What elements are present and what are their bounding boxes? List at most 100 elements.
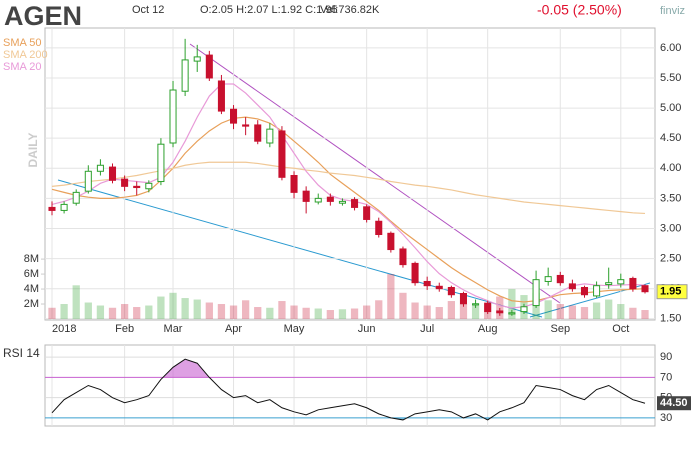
rsi-line — [51, 358, 646, 421]
price-panel — [44, 27, 656, 321]
candle-body — [399, 248, 407, 266]
candle-body — [375, 220, 383, 236]
volume-bar — [266, 307, 274, 319]
candle-body — [556, 274, 564, 284]
candle-body — [157, 143, 165, 183]
candle-body — [217, 80, 225, 112]
volume-bar — [302, 307, 310, 319]
rsi-oversold-fill — [52, 417, 645, 420]
volume-bar — [435, 307, 443, 319]
x-tick-label: Aug — [478, 323, 498, 335]
candle-body — [169, 89, 177, 144]
y-tick-label: 3.00 — [660, 222, 681, 234]
candle-body — [472, 303, 480, 306]
candle-body — [435, 285, 443, 290]
volume-bar — [96, 305, 105, 319]
volume-bar — [363, 305, 371, 319]
volume-bar — [641, 310, 649, 319]
volume-bar — [193, 299, 201, 319]
y-tick-label: 3.50 — [660, 192, 681, 204]
y-tick-label: 4.50 — [660, 132, 681, 144]
y-tick-label: 4.00 — [660, 162, 681, 174]
volume-bar — [580, 307, 589, 319]
candle-body — [181, 59, 189, 92]
volume-bar — [290, 305, 298, 319]
volume-bar — [568, 305, 577, 319]
volume-tick-label: 6M — [24, 268, 39, 280]
y-tick-label: 5.00 — [660, 102, 681, 114]
candle-body — [230, 108, 238, 124]
volume-bar — [84, 302, 92, 319]
volume-bar — [459, 304, 468, 319]
legend-entry: SMA 50 — [3, 37, 42, 49]
period-label: DAILY — [26, 133, 40, 168]
candle-body — [508, 312, 516, 315]
x-tick-label: May — [284, 323, 305, 335]
candle-body — [254, 124, 262, 142]
candle-body — [423, 280, 431, 287]
candle-body — [278, 130, 286, 178]
candle-body — [205, 54, 213, 79]
candle-body — [580, 286, 589, 296]
candle-body — [60, 203, 68, 211]
volume-bar — [145, 305, 153, 319]
last-price-box — [656, 284, 688, 300]
y-tick-label: 5.50 — [660, 72, 681, 84]
y-tick-label: 1.50 — [660, 313, 681, 325]
volume-bar — [169, 292, 177, 319]
candle-body — [411, 262, 419, 284]
candle-body — [193, 56, 201, 62]
candle-body — [496, 310, 504, 314]
candle-body — [96, 164, 104, 172]
volume-bar — [411, 302, 419, 319]
candle-body — [84, 170, 92, 192]
sma-line — [51, 83, 646, 309]
candle-body — [544, 276, 552, 282]
x-tick-label: Apr — [225, 323, 242, 335]
candle-body — [387, 232, 395, 251]
rsi-value-box — [657, 396, 691, 411]
volume-bar — [629, 307, 637, 319]
candle-body — [568, 283, 576, 290]
volume-bar — [72, 285, 80, 319]
x-tick-label: Oct — [612, 323, 629, 335]
candle-body — [363, 206, 371, 220]
volume-bar — [242, 300, 250, 319]
trend-line — [189, 43, 561, 304]
volume-bar — [447, 301, 455, 319]
candle-body — [459, 293, 467, 305]
volume-tick-label: 8M — [24, 253, 39, 265]
change: -0.05 (2.50%) — [537, 2, 622, 18]
volume-info: Vol:736.82K — [320, 4, 380, 16]
rsi-tick-label: 30 — [660, 412, 672, 424]
candle-body — [326, 196, 334, 202]
candle-body — [145, 182, 153, 190]
rsi-overbought-fill — [52, 359, 645, 378]
x-tick-label: Jun — [358, 323, 376, 335]
volume-bar — [471, 305, 480, 319]
candle-body — [617, 279, 625, 285]
candle-body — [266, 128, 274, 144]
candle-body — [133, 185, 141, 189]
candle-body — [447, 286, 455, 296]
volume-bar — [592, 302, 601, 319]
volume-bar — [326, 310, 334, 319]
ticker: AGEN — [4, 1, 82, 31]
volume-bar — [375, 300, 383, 319]
candle-body — [338, 200, 346, 204]
legend-entry: SMA 20 — [3, 61, 42, 73]
y-tick-label: 6.00 — [660, 42, 681, 54]
volume-bar — [605, 299, 613, 319]
volume-bar — [314, 308, 322, 319]
candle-body — [72, 191, 80, 204]
rsi-title: RSI 14 — [3, 346, 40, 360]
volume-bar — [48, 307, 56, 319]
date: Oct 12 — [132, 4, 164, 16]
volume-bar — [229, 305, 238, 319]
sma-line — [51, 116, 646, 303]
volume-bar — [205, 302, 213, 319]
ohlc: O:2.05 H:2.07 L:1.92 C:1.95 — [200, 4, 338, 16]
candle-body — [629, 277, 637, 290]
volume-bar — [157, 296, 165, 319]
candle-body — [121, 178, 129, 187]
